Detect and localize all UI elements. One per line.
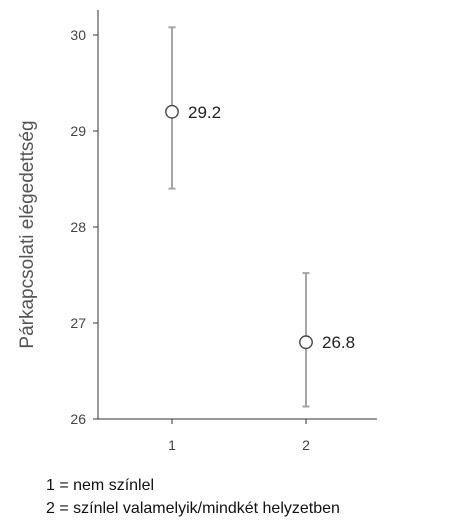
y-tick-label-29: 29 bbox=[70, 123, 86, 139]
data-label-2: 26.8 bbox=[322, 333, 355, 352]
data-point-2 bbox=[299, 335, 313, 350]
legend-line-1: 1 = nem színlel bbox=[46, 477, 155, 494]
y-tick-label-26: 26 bbox=[70, 411, 86, 427]
y-tick-label-27: 27 bbox=[70, 315, 86, 331]
data-point-1 bbox=[165, 104, 179, 119]
legend-line-2: 2 = színlel valamelyik/mindkét helyzetbe… bbox=[46, 500, 340, 517]
y-axis-title: Párkapcsolati elégedettség bbox=[17, 120, 38, 348]
x-tick-label-1: 1 bbox=[168, 437, 176, 453]
axes bbox=[97, 10, 377, 420]
y-ticks: 26 27 28 29 30 bbox=[70, 27, 98, 427]
data-label-1: 29.2 bbox=[188, 103, 221, 122]
y-tick-label-28: 28 bbox=[70, 219, 86, 235]
x-tick-label-2: 2 bbox=[302, 437, 310, 453]
data-marks: 29.2 26.8 bbox=[165, 26, 355, 408]
y-tick-label-30: 30 bbox=[70, 27, 86, 43]
